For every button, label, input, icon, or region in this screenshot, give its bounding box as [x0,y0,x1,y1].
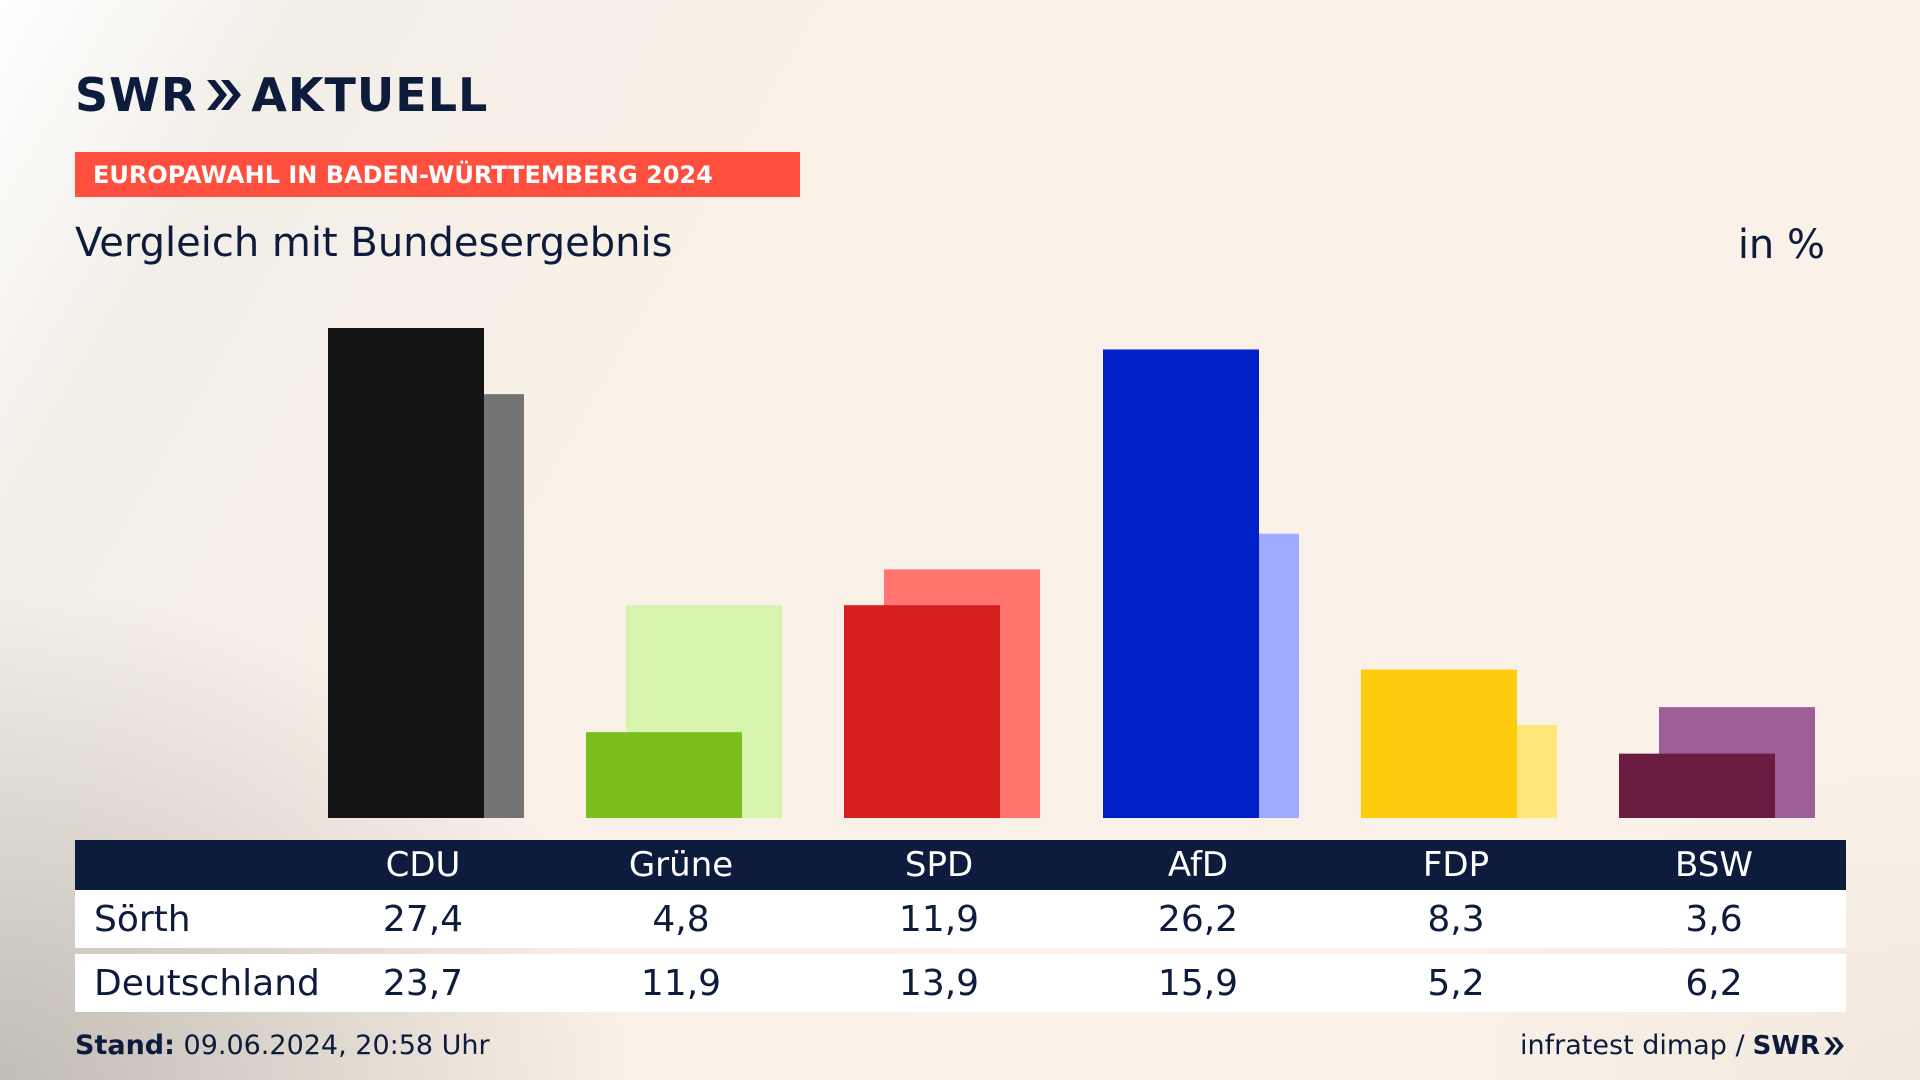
value-soerth-gruene: 4,8 [652,898,710,940]
row-label-deutschland: Deutschland [94,962,320,1004]
chart-subtitle: Vergleich mit Bundesergebnis [75,220,673,266]
swr-aktuell-logo: SWR AKTUELL [75,68,488,122]
bar-soerth-spd [844,605,1000,818]
source-text: infratest dimap / [1520,1030,1745,1061]
header-afd: AfD [1167,845,1229,885]
header-fdp: FDP [1422,845,1490,885]
value-deutschland-gruene: 11,9 [640,962,722,1004]
stand-value: 09.06.2024, 20:58 Uhr [183,1030,490,1061]
source-credit: infratest dimap / SWR [1520,1030,1845,1061]
stand-label: Stand: [75,1030,175,1061]
bar-soerth-fdp [1361,669,1517,818]
table-header-row: CDU Grüne SPD AfD FDP BSW [75,840,1846,890]
bar-soerth-gruene [586,732,742,818]
value-soerth-afd: 26,2 [1157,898,1239,940]
double-chevron-icon [205,78,243,112]
header-bsw: BSW [1675,845,1753,885]
double-chevron-small-icon [1824,1036,1844,1055]
timestamp: Stand: 09.06.2024, 20:58 Uhr [75,1030,490,1061]
value-deutschland-fdp: 5,2 [1427,962,1485,1004]
logo-suffix: AKTUELL [251,68,489,122]
value-soerth-fdp: 8,3 [1427,898,1485,940]
results-table: CDU Grüne SPD AfD FDP BSW Sörth 27,4 4,8 11,9 26… [75,840,1846,1012]
value-deutschland-cdu: 23,7 [382,962,464,1004]
bar-chart [328,328,1815,818]
value-deutschland-afd: 15,9 [1157,962,1239,1004]
row-label-soerth: Sörth [94,898,191,940]
bar-soerth-cdu [328,328,484,818]
unit-label: in % [1737,222,1825,268]
bar-soerth-afd [1103,349,1259,818]
value-deutschland-spd: 13,9 [898,962,980,1004]
value-soerth-cdu: 27,4 [382,898,464,940]
value-deutschland-bsw: 6,2 [1685,962,1743,1004]
swr-small-logo: SWR [1753,1031,1845,1061]
header-spd: SPD [904,845,974,885]
swr-small-text: SWR [1752,1030,1820,1061]
table-row-soerth: Sörth 27,4 4,8 11,9 26,2 8,3 3,6 [75,890,1846,948]
election-banner: EUROPAWAHL IN BADEN-WÜRTTEMBERG 2024 [75,152,800,197]
value-soerth-spd: 11,9 [898,898,980,940]
logo-text: SWR [75,68,198,122]
value-soerth-bsw: 3,6 [1685,898,1743,940]
header-cdu: CDU [385,845,461,885]
bar-soerth-bsw [1619,753,1775,818]
header-gruene: Grüne [628,845,734,885]
table-row-deutschland: Deutschland 23,7 11,9 13,9 15,9 5,2 6,2 [75,954,1846,1012]
